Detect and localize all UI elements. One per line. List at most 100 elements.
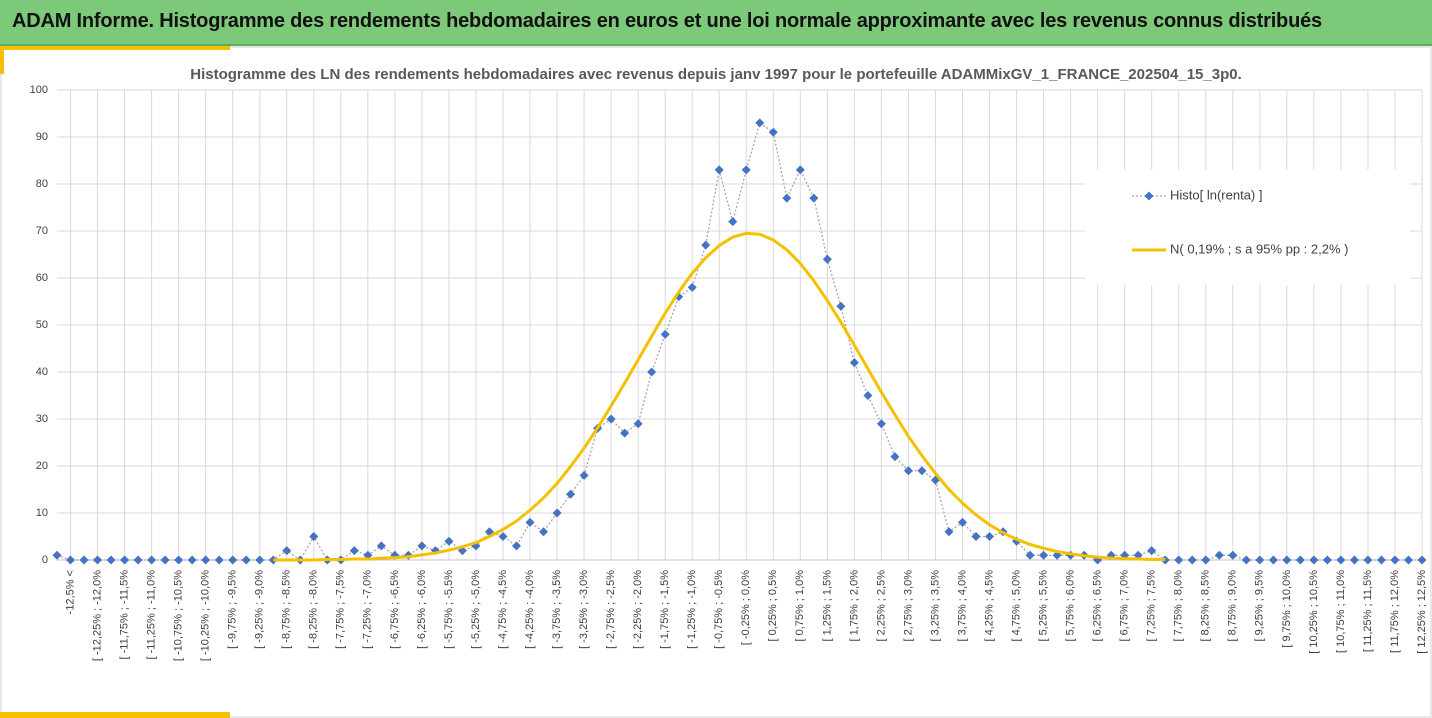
x-tick-label: [ 5,25% ; 5,5% <box>1037 570 1049 642</box>
data-point <box>1417 555 1427 565</box>
data-point <box>876 419 886 429</box>
x-tick-label: [ 7,25% ; 7,5% <box>1146 570 1158 642</box>
x-tick-label: [ 1,75% ; 2,0% <box>848 570 860 642</box>
series-line <box>56 122 1422 561</box>
data-point <box>579 470 589 480</box>
y-tick-label: 100 <box>30 84 48 96</box>
data-point <box>1174 555 1184 565</box>
data-point <box>498 532 508 541</box>
data-point <box>809 193 819 203</box>
data-point <box>214 555 224 565</box>
x-tick-label: [ -11,25% ; -11,0% <box>146 570 158 660</box>
header-title: ADAM Informe. Histogramme des rendements… <box>12 10 1322 32</box>
y-tick-label: 70 <box>36 225 48 237</box>
x-tick-label: [ 3,25% ; 3,5% <box>929 570 941 642</box>
data-point <box>971 532 981 541</box>
y-tick-label: 60 <box>36 272 48 284</box>
data-point <box>985 532 995 541</box>
data-point <box>728 217 738 227</box>
legend-label: Histo[ ln(renta) ] <box>1170 187 1262 202</box>
data-point <box>687 282 697 292</box>
x-tick-label: [ 4,75% ; 5,0% <box>1010 570 1022 642</box>
data-point <box>1039 550 1049 560</box>
data-point <box>782 193 792 203</box>
x-tick-label: [ 0,25% ; 0,5% <box>767 570 779 642</box>
x-tick-label: [ 11,75% ; 12,0% <box>1389 570 1401 653</box>
data-point <box>120 555 130 565</box>
y-tick-label: 10 <box>36 507 48 519</box>
data-point <box>444 536 454 546</box>
data-point <box>903 466 913 476</box>
data-point <box>917 466 927 476</box>
data-point <box>836 301 846 311</box>
data-point <box>376 541 386 551</box>
data-point <box>1376 555 1386 565</box>
data-point <box>1309 555 1319 565</box>
data-point <box>1282 555 1292 565</box>
legend-label: N( 0,19% ; s a 95% pp : 2,2% ) <box>1170 241 1348 256</box>
data-point <box>714 165 724 175</box>
data-point <box>633 419 643 429</box>
y-tick-label: 90 <box>36 131 48 143</box>
x-tick-label: [ -0,25% ; 0,0% <box>740 570 752 645</box>
x-tick-label: [ -1,75% ; -1,5% <box>659 570 671 649</box>
data-point <box>539 527 549 537</box>
data-point <box>944 527 954 537</box>
data-point <box>1390 555 1400 565</box>
data-point <box>566 489 576 499</box>
x-tick-label: [ 6,25% ; 6,5% <box>1092 570 1104 642</box>
x-tick-label: [ -6,75% ; -6,5% <box>389 570 401 649</box>
data-point <box>187 555 197 565</box>
data-point <box>741 165 751 175</box>
data-point <box>79 555 89 565</box>
data-point <box>674 292 684 302</box>
data-point <box>1363 555 1373 565</box>
x-tick-label: [ -5,25% ; -5,0% <box>470 570 482 649</box>
data-point <box>1201 555 1211 565</box>
data-point <box>309 532 319 541</box>
data-point <box>1322 555 1332 565</box>
data-point <box>457 546 467 556</box>
data-point <box>93 555 103 565</box>
data-point <box>647 367 657 377</box>
x-tick-label: [ 9,25% ; 9,5% <box>1254 570 1266 642</box>
data-point <box>755 118 765 128</box>
data-point <box>1147 546 1157 556</box>
chart-frame <box>0 46 1432 718</box>
data-point <box>282 546 292 556</box>
data-point <box>957 517 967 527</box>
data-point <box>106 555 116 565</box>
data-point <box>552 508 562 518</box>
x-tick-label: [ 4,25% ; 4,5% <box>983 570 995 642</box>
y-tick-label: 0 <box>42 554 48 566</box>
x-tick-label: [ 6,75% ; 7,0% <box>1119 570 1131 642</box>
header: ADAM Informe. Histogramme des rendements… <box>0 0 1432 46</box>
x-tick-label: [ -10,75% ; -10,5% <box>173 570 185 661</box>
legend-marker <box>1144 191 1154 201</box>
y-tick-label: 20 <box>36 460 48 472</box>
x-tick-label: [ 2,25% ; 2,5% <box>875 570 887 642</box>
x-tick-label: [ -9,75% ; -9,5% <box>227 570 239 649</box>
x-tick-label: [ 10,25% ; 10,5% <box>1308 570 1320 654</box>
x-tick-label: [ 11,25% ; 11,5% <box>1362 570 1374 652</box>
chart: Histogramme des LN des rendements hebdom… <box>0 46 1432 718</box>
x-tick-label: [ -4,25% ; -4,0% <box>524 570 536 649</box>
data-point <box>1228 550 1238 560</box>
data-point <box>228 555 238 565</box>
data-point <box>52 550 62 560</box>
x-tick-label: [ -10,25% ; -10,0% <box>200 570 212 661</box>
x-tick-label: [ -3,75% ; -3,5% <box>551 570 563 649</box>
data-point <box>201 555 211 565</box>
data-point <box>1025 550 1035 560</box>
data-point <box>349 546 359 556</box>
data-point <box>255 555 265 565</box>
series-line <box>273 231 1166 562</box>
data-point <box>512 541 522 551</box>
x-tick-label: [ 8,25% ; 8,5% <box>1200 570 1212 642</box>
x-tick-label: [ -9,25% ; -9,0% <box>254 570 266 649</box>
x-tick-label: [ -5,75% ; -5,5% <box>443 570 455 649</box>
accent-left <box>0 46 4 74</box>
data-point <box>768 127 778 137</box>
data-point <box>822 254 832 264</box>
